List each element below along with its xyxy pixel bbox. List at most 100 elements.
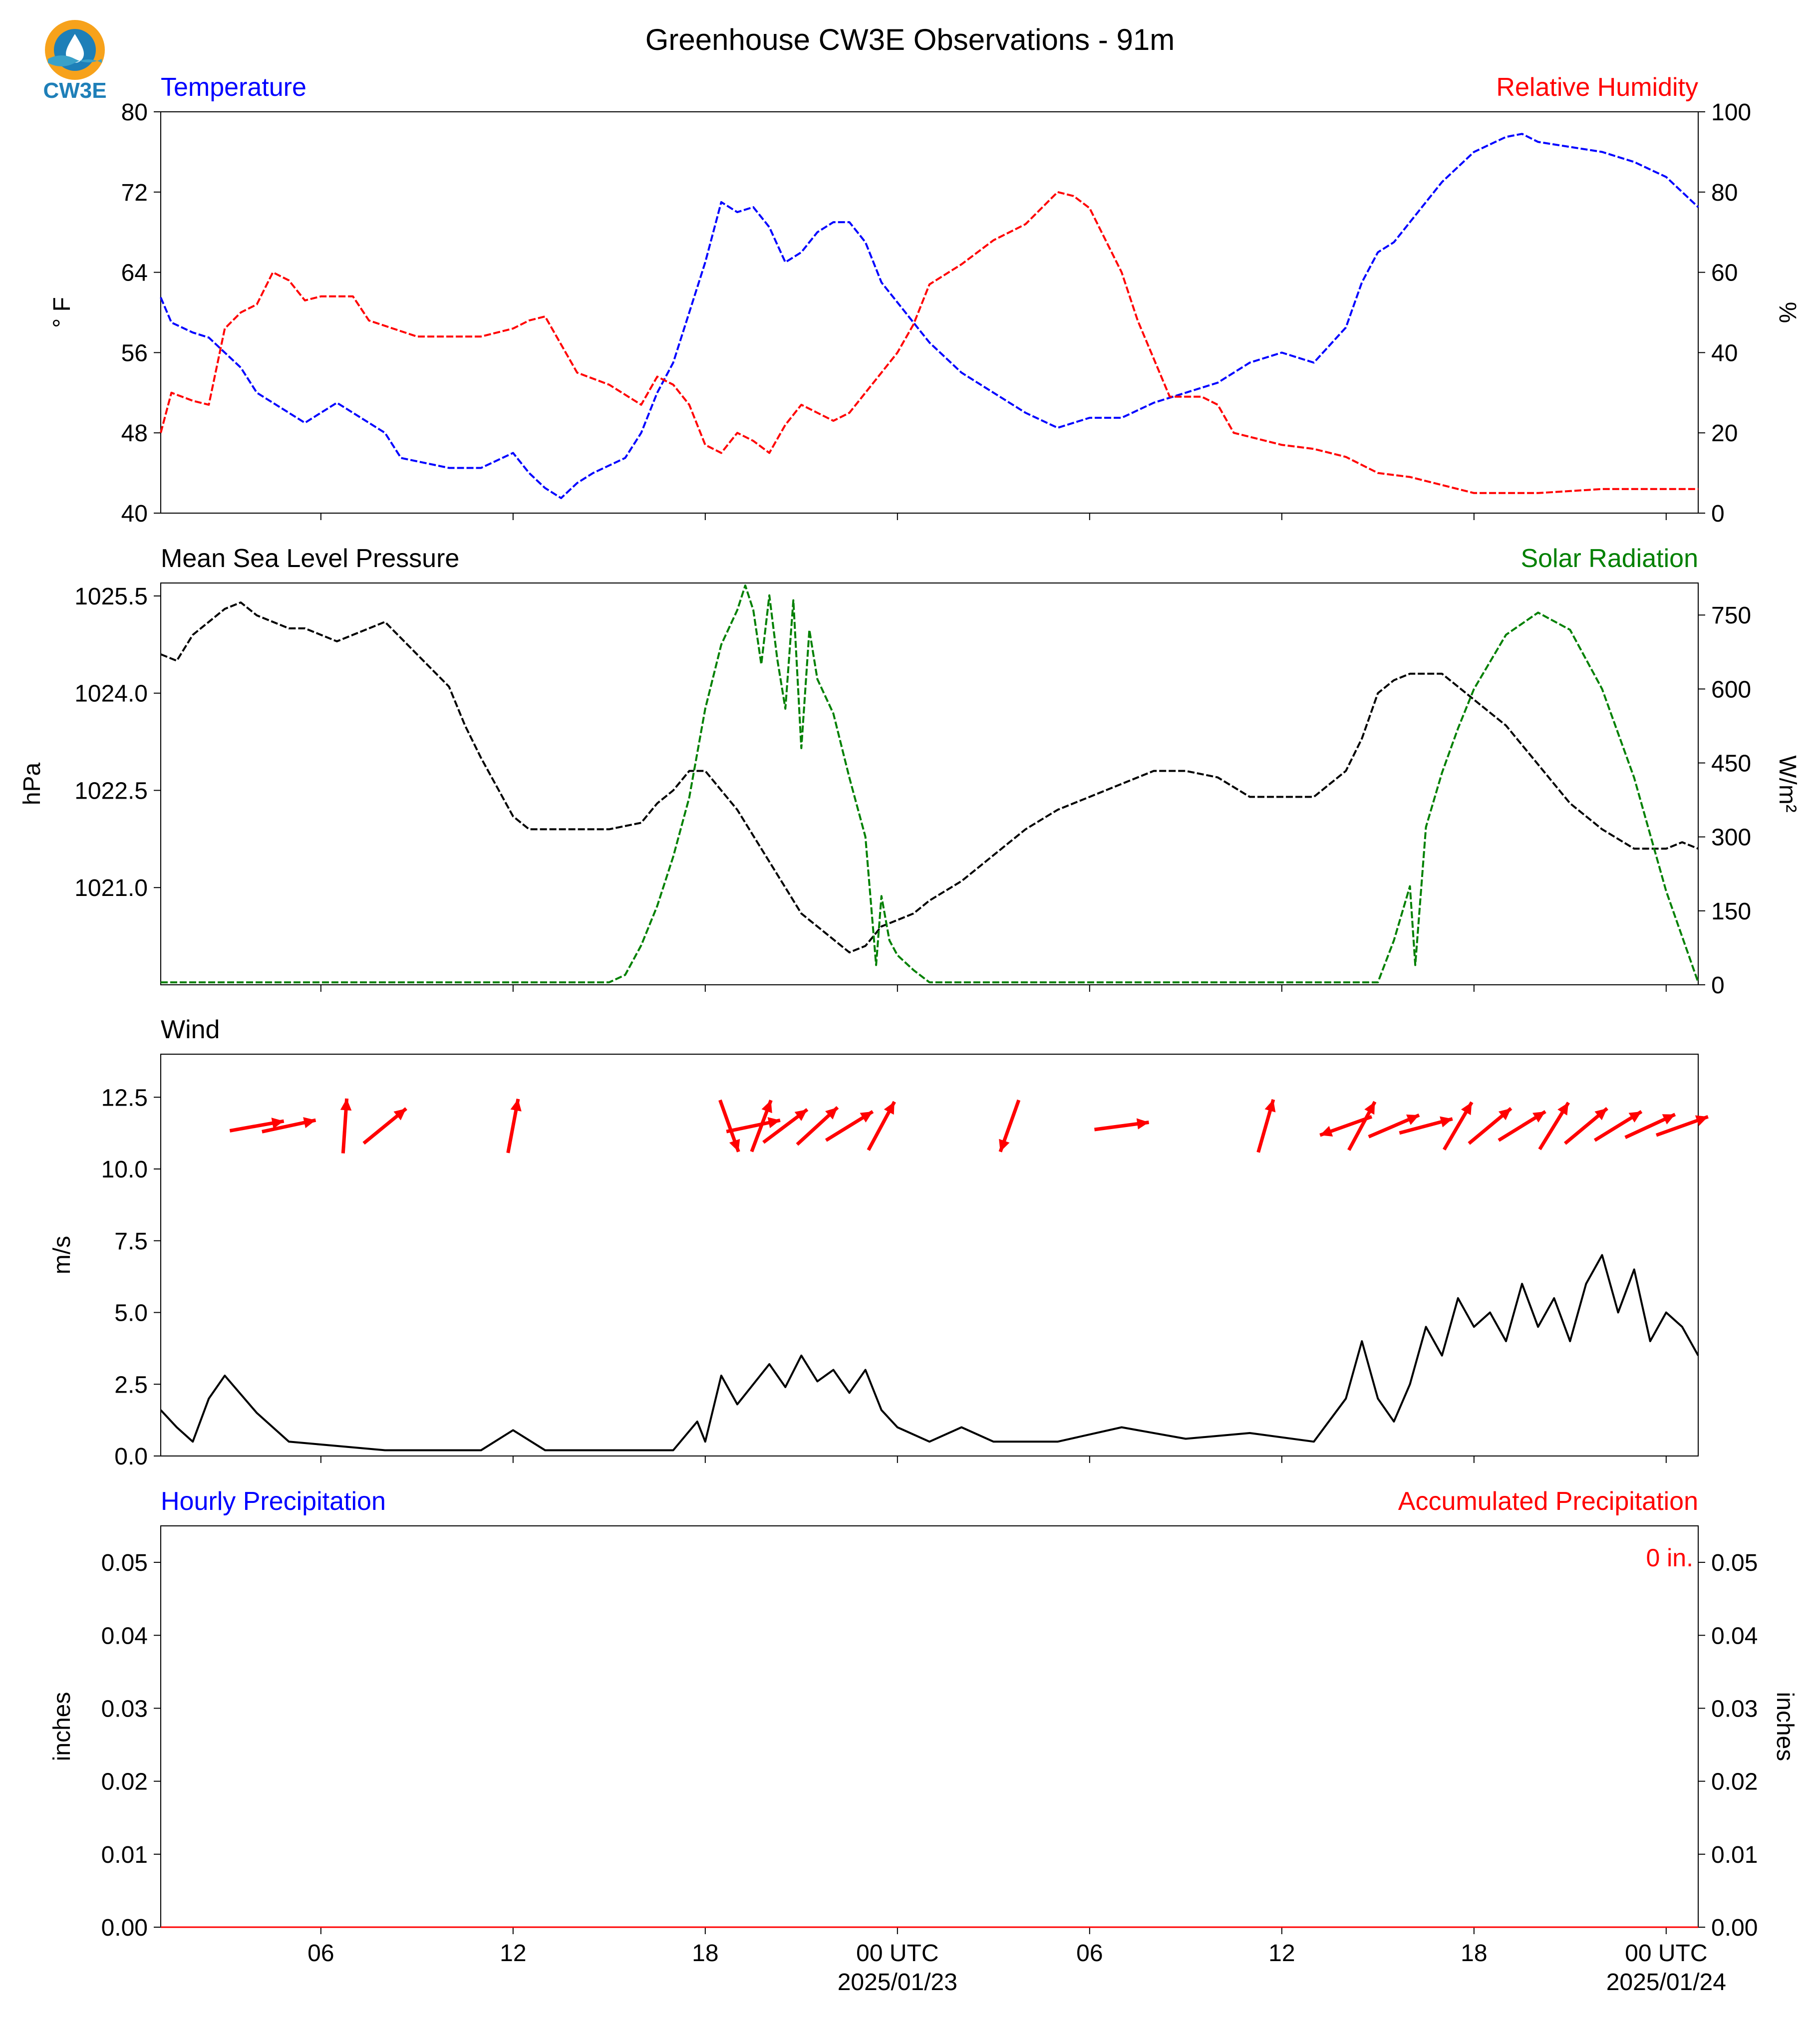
wind-arrow-head — [767, 1117, 780, 1129]
wind-arrow-head — [1498, 1108, 1512, 1121]
panel-right-title: Relative Humidity — [1496, 73, 1698, 102]
cw3e-logo: CW3E — [43, 20, 107, 103]
y-right-tick-label: 80 — [1711, 180, 1738, 206]
wind-arrow — [1399, 1116, 1453, 1135]
y-right-tick-label: 0.02 — [1711, 1769, 1758, 1795]
y-tick-label: 72 — [121, 180, 148, 206]
x-tick-label: 00 UTC — [1625, 1940, 1707, 1967]
wind-arrow-head — [1557, 1102, 1569, 1116]
wind-arrow — [262, 1117, 316, 1134]
y-axis-label: inches — [49, 1692, 75, 1761]
y-right-tick-label: 300 — [1711, 825, 1751, 851]
y-tick-label: 56 — [121, 340, 148, 366]
y-right-tick-label: 0.00 — [1711, 1915, 1758, 1941]
y-right-tick-label: 750 — [1711, 602, 1751, 629]
series-wind-speed — [160, 1254, 1699, 1451]
wind-arrow-head — [825, 1107, 838, 1120]
x-tick-label: 06 — [1076, 1940, 1103, 1967]
wind-arrow-head — [884, 1102, 895, 1115]
wind-arrow — [1094, 1118, 1149, 1132]
y-right-tick-label: 0 — [1711, 501, 1725, 527]
y-tick-label: 48 — [121, 420, 148, 447]
wind-arrow — [825, 1110, 874, 1142]
y-right-tick-label: 60 — [1711, 260, 1738, 287]
y-axis-label: ° F — [49, 297, 75, 328]
wind-arrow-head — [340, 1098, 352, 1111]
wind-arrow — [506, 1099, 522, 1154]
wind-arrow-head — [1406, 1114, 1419, 1125]
panel-left-title: Temperature — [161, 73, 306, 102]
wind-arrow-head — [303, 1117, 316, 1129]
wind-arrow-head — [1695, 1115, 1708, 1126]
x-tick-label: 12 — [1268, 1940, 1295, 1967]
plot-frame — [160, 1054, 1699, 1456]
y-tick-label: 1021.0 — [74, 875, 148, 901]
y-tick-label: 2.5 — [114, 1372, 148, 1398]
x-tick-label: 18 — [1461, 1940, 1487, 1967]
wind-arrow — [1538, 1102, 1570, 1151]
wind-arrow — [867, 1101, 896, 1151]
x-tick-label: 12 — [500, 1940, 526, 1967]
y-tick-label: 0.04 — [101, 1623, 148, 1649]
wind-arrow — [1468, 1107, 1513, 1145]
y-tick-label: 1022.5 — [74, 778, 148, 804]
series-mean-sea-level-pressure — [160, 601, 1699, 954]
wind-arrow-head — [1136, 1118, 1149, 1130]
panel-left-title: Hourly Precipitation — [161, 1487, 386, 1516]
logo-wave — [48, 55, 102, 66]
y-tick-label: 12.5 — [101, 1085, 148, 1111]
wind-arrow — [1563, 1107, 1608, 1145]
wind-arrow-head — [794, 1109, 808, 1121]
y-right-tick-label: 600 — [1711, 676, 1751, 703]
wind-arrow-head — [1264, 1099, 1276, 1113]
panel-left-title: Mean Sea Level Pressure — [161, 544, 459, 573]
y-right-tick-label: 40 — [1711, 340, 1738, 366]
x-tick-date-label: 2025/01/24 — [1606, 1969, 1726, 1996]
wind-arrow — [1319, 1115, 1373, 1137]
wind-arrow — [1256, 1099, 1276, 1153]
y-right-tick-label: 100 — [1711, 99, 1751, 126]
y-tick-label: 40 — [121, 501, 148, 527]
y-right-tick-label: 0.05 — [1711, 1550, 1758, 1576]
y-tick-label: 5.0 — [114, 1300, 148, 1327]
series-solar-radiation — [161, 584, 1699, 984]
wind-arrow — [1368, 1113, 1420, 1139]
y-tick-label: 0.0 — [114, 1444, 148, 1470]
y-axis-label: hPa — [19, 762, 45, 805]
wind-arrow-head — [860, 1111, 873, 1123]
wind-arrow — [718, 1099, 740, 1153]
y-right-tick-label: 0 — [1711, 972, 1725, 999]
wind-arrow-head — [761, 1100, 772, 1114]
series-relative-humidity — [160, 191, 1698, 494]
wind-arrow — [1347, 1101, 1377, 1151]
wind-arrow-head — [1440, 1116, 1453, 1128]
y-tick-label: 10.0 — [101, 1157, 148, 1183]
y-tick-label: 80 — [121, 99, 148, 126]
y-tick-label: 0.00 — [101, 1915, 148, 1941]
wind-arrow — [1443, 1101, 1474, 1151]
y-right-axis-label: W/m² — [1774, 755, 1801, 813]
wind-arrow-head — [510, 1099, 522, 1112]
wind-arrow — [1624, 1113, 1676, 1139]
y-right-tick-label: 150 — [1711, 898, 1751, 925]
precipitation-panel: Hourly Precipitation Accumulated Precipit… — [49, 1487, 1798, 1996]
wind-arrow-head — [1594, 1108, 1607, 1121]
panel-right-title: Accumulated Precipitation — [1398, 1487, 1698, 1516]
y-tick-label: 7.5 — [114, 1228, 148, 1255]
x-tick-label: 06 — [307, 1940, 334, 1967]
wind-arrow-head — [729, 1139, 740, 1152]
wind-arrow — [340, 1098, 352, 1154]
y-tick-label: 0.05 — [101, 1550, 148, 1576]
logo-drop-icon — [66, 34, 84, 63]
wind-arrow-head — [1532, 1111, 1545, 1123]
wind-arrow — [1655, 1115, 1709, 1137]
y-right-tick-label: 450 — [1711, 751, 1751, 777]
y-tick-label: 0.02 — [101, 1769, 148, 1795]
logo-text: CW3E — [43, 78, 106, 103]
y-right-axis-label: inches — [1772, 1692, 1798, 1761]
x-tick-label: 00 UTC — [856, 1940, 938, 1967]
wind-arrow-head — [1662, 1114, 1675, 1125]
y-right-tick-label: 0.04 — [1711, 1623, 1758, 1649]
y-right-tick-label: 0.01 — [1711, 1842, 1758, 1868]
